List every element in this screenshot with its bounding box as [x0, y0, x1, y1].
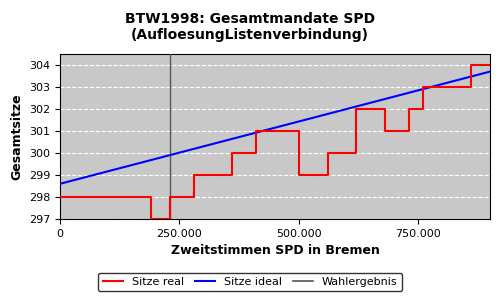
Text: BTW1998: Gesamtmandate SPD
(AufloesungListenverbindung): BTW1998: Gesamtmandate SPD (AufloesungLi…	[125, 12, 375, 42]
X-axis label: Zweitstimmen SPD in Bremen: Zweitstimmen SPD in Bremen	[170, 244, 380, 257]
Y-axis label: Gesamtsitze: Gesamtsitze	[10, 93, 24, 180]
Legend: Sitze real, Sitze ideal, Wahlergebnis: Sitze real, Sitze ideal, Wahlergebnis	[98, 273, 402, 291]
